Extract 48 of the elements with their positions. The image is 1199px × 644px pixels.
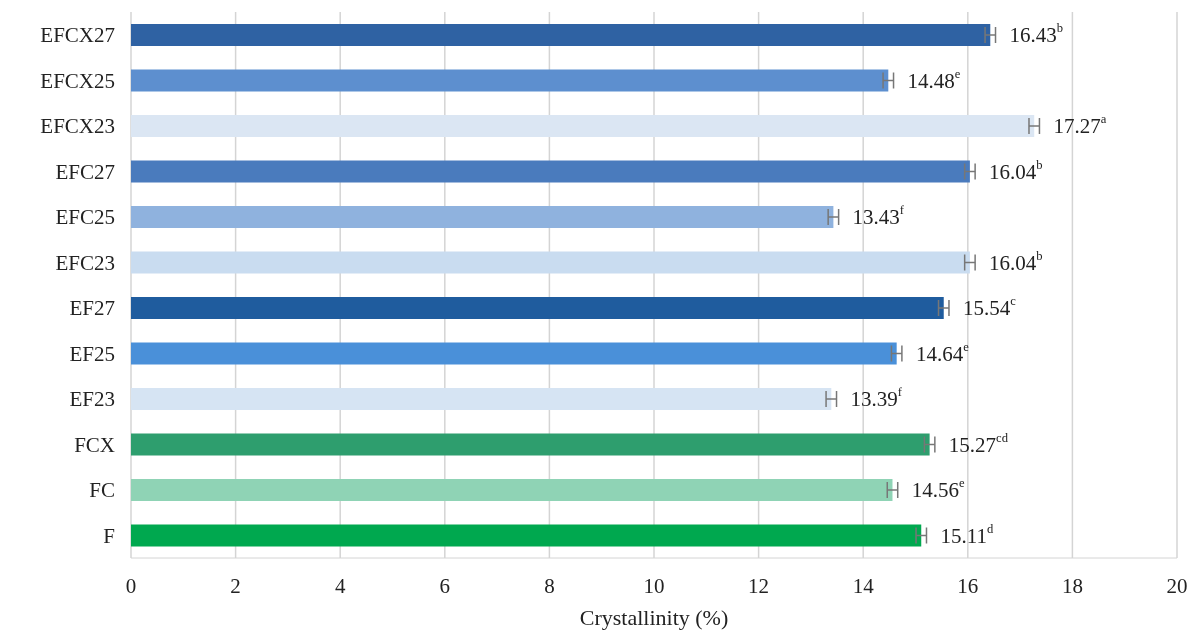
data-label: 16.04$^{b}$ xyxy=(989,157,1043,184)
bar xyxy=(131,206,834,228)
x-tick-label: 6 xyxy=(439,573,451,598)
bar xyxy=(131,160,970,183)
x-tick-label: 20 xyxy=(1166,573,1188,598)
y-tick-label: FCX xyxy=(74,432,115,457)
y-tick-label: EF23 xyxy=(69,387,115,412)
data-label: 15.54$^{c}$ xyxy=(962,294,1017,320)
bar xyxy=(131,388,832,410)
x-tick-label: 16 xyxy=(957,573,979,598)
y-tick-label: EFCX25 xyxy=(40,68,115,93)
bar xyxy=(131,251,970,274)
y-tick-label: EFC23 xyxy=(55,250,115,275)
data-label: 13.43$^{f}$ xyxy=(852,203,905,229)
data-label: 14.48$^{e}$ xyxy=(907,66,961,93)
bar xyxy=(131,24,991,46)
x-tick-label: 8 xyxy=(544,573,555,598)
bar xyxy=(131,433,930,456)
x-tick-label: 0 xyxy=(125,573,137,598)
data-label: 14.56$^{e}$ xyxy=(911,476,965,502)
y-tick-label: EFCX27 xyxy=(40,23,115,48)
data-label: 16.04$^{b}$ xyxy=(989,248,1043,275)
y-tick-label: EFC25 xyxy=(55,205,115,230)
y-tick-label: EF27 xyxy=(69,296,115,321)
y-tick-label: F xyxy=(103,523,115,548)
x-tick-label: 14 xyxy=(852,573,875,598)
y-tick-label: EFC27 xyxy=(55,159,115,184)
y-tick-label: EF25 xyxy=(69,341,115,366)
x-tick-label: 12 xyxy=(748,573,770,598)
data-label: 13.39$^{f}$ xyxy=(850,385,903,411)
bar xyxy=(131,297,944,319)
bar xyxy=(131,479,893,501)
bar xyxy=(131,69,889,92)
x-tick-label: 2 xyxy=(230,573,241,598)
x-tick-label: 4 xyxy=(334,573,346,598)
data-label: 17.27$^{a}$ xyxy=(1053,112,1107,138)
bar xyxy=(131,342,897,365)
data-label: 15.11$^{d}$ xyxy=(940,521,994,548)
data-label: 15.27$^{cd}$ xyxy=(948,430,1009,457)
x-axis-title: Crystallinity (%) xyxy=(578,605,730,631)
bar xyxy=(131,524,922,547)
data-label: 16.43$^{b}$ xyxy=(1009,21,1064,47)
y-tick-label: EFCX23 xyxy=(40,114,115,139)
data-label: 14.64$^{e}$ xyxy=(915,339,970,366)
x-tick-label: 10 xyxy=(643,573,665,598)
bar xyxy=(131,115,1035,137)
y-tick-label: FC xyxy=(89,478,115,503)
x-tick-label: 18 xyxy=(1061,573,1083,598)
